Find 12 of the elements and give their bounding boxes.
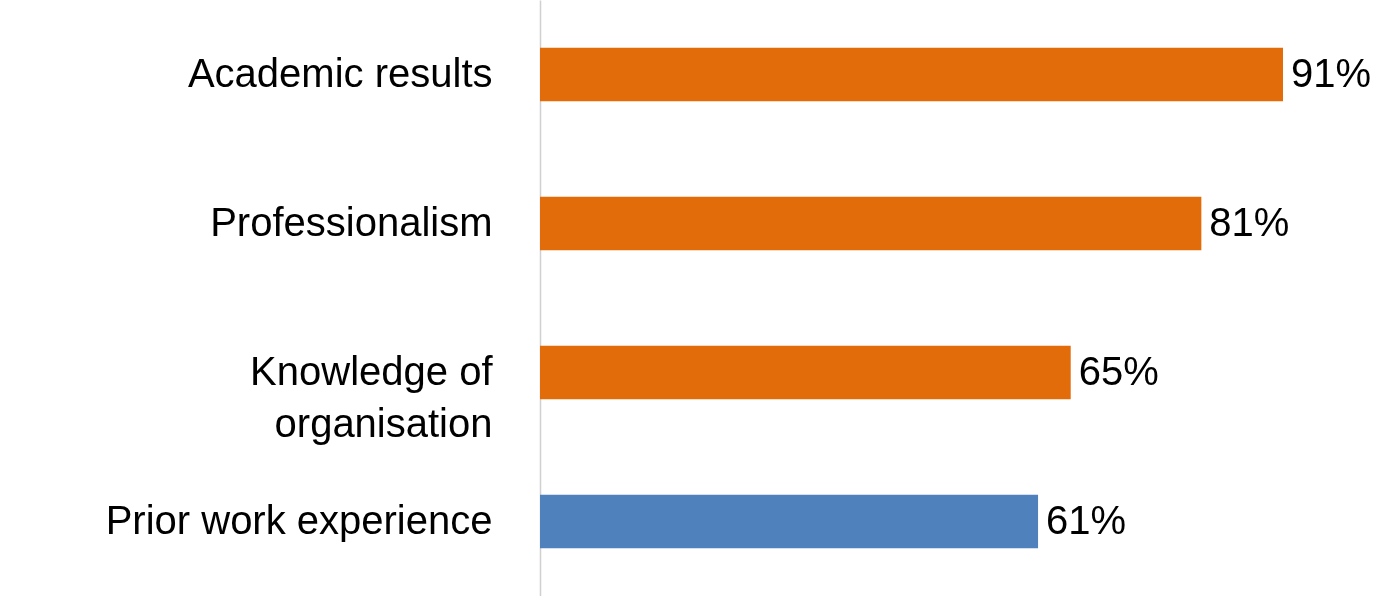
bar [540, 47, 1283, 102]
y-tick-label: Professionalism [210, 199, 493, 244]
y-tick-label: Academic results [187, 50, 493, 95]
bar [540, 196, 1202, 251]
y-tick-label: Prior work experience [105, 497, 493, 542]
data-label: 61% [1046, 497, 1127, 542]
data-label: 65% [1078, 348, 1159, 393]
bar [540, 494, 1039, 549]
y-tick-label: Knowledge of organisation [250, 348, 494, 445]
data-label: 81% [1209, 199, 1290, 244]
data-label: 91% [1291, 50, 1372, 95]
bar [540, 345, 1071, 400]
